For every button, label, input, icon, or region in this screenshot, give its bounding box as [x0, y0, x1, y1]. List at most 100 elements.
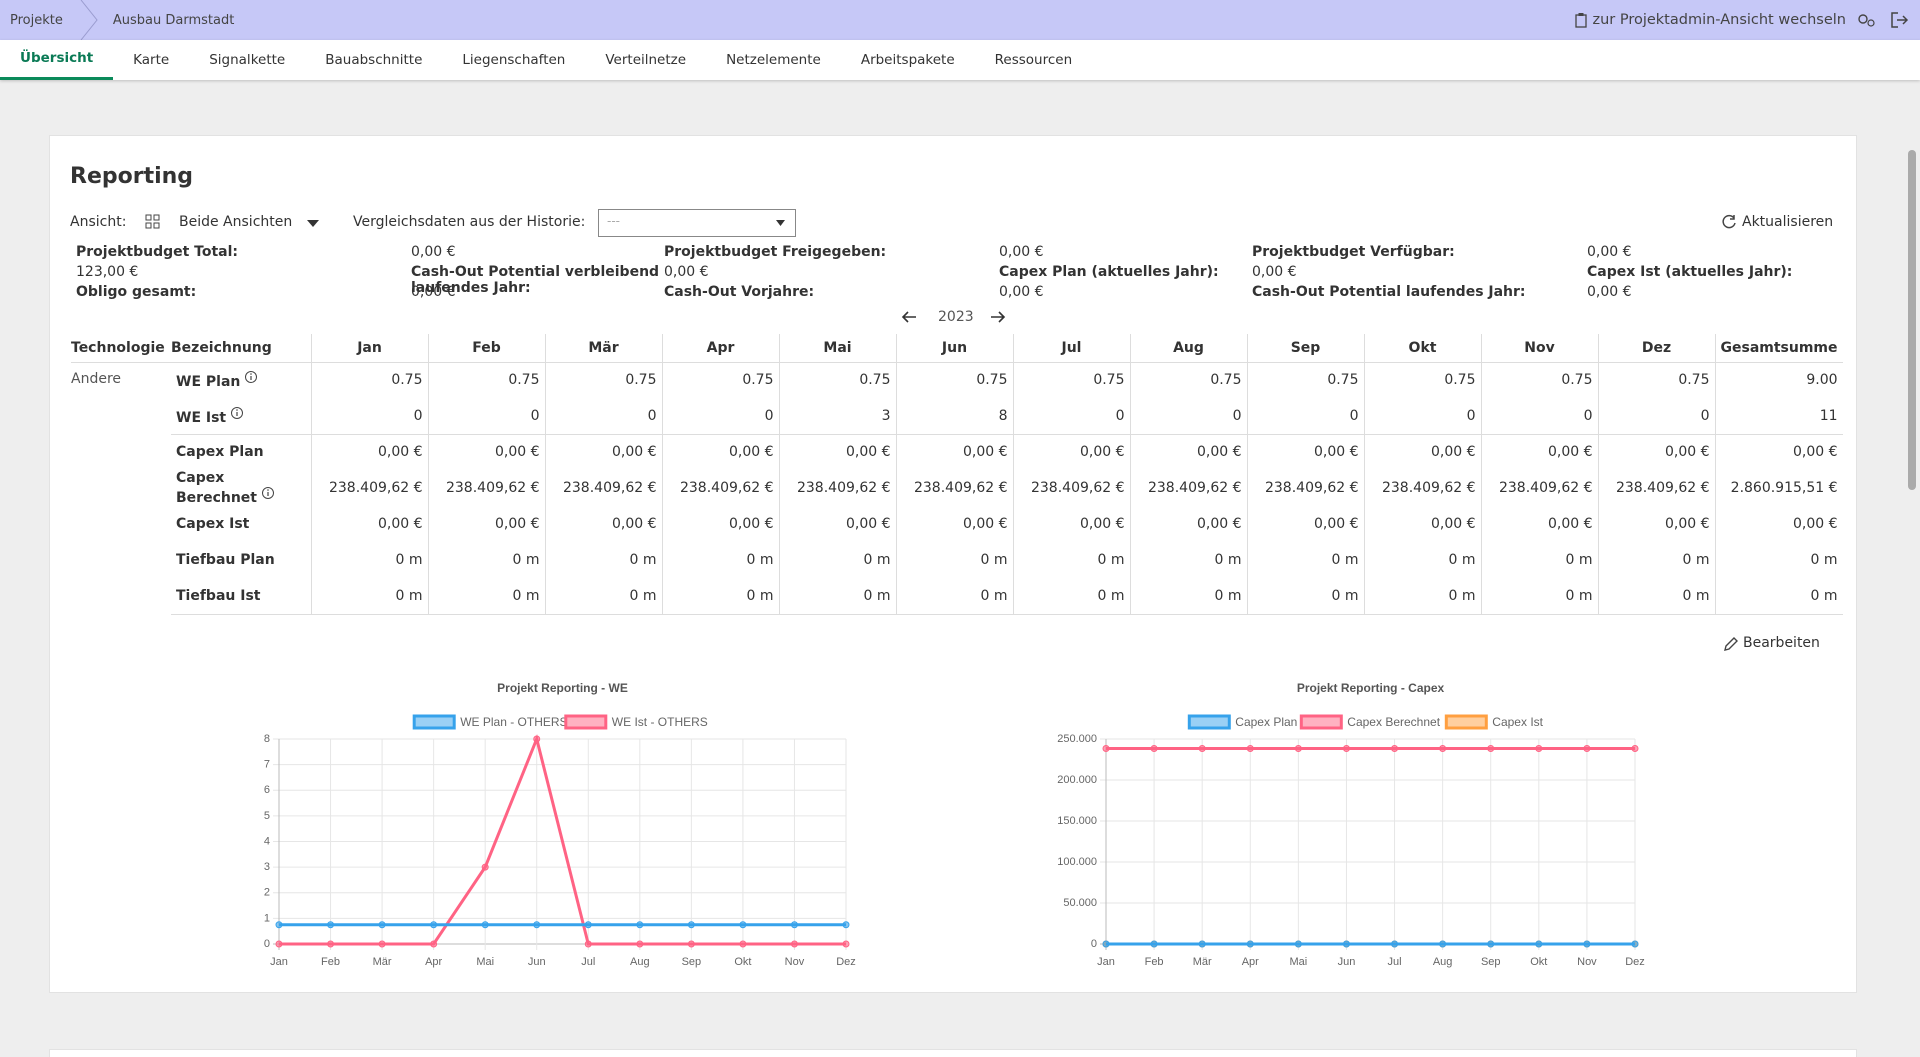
table-cell: 238.409,62 € [310, 470, 428, 506]
total-cell: 0,00 € [1714, 433, 1843, 470]
top-bar: Projekte Ausbau Darmstadt zur Projektadm… [0, 0, 1920, 40]
table-cell: 0 m [895, 542, 1013, 578]
info-dot [236, 408, 238, 411]
table-cell: 0,00 € [1129, 506, 1247, 542]
table-cell: 0,00 € [544, 506, 662, 542]
table-cell: 0,00 € [661, 433, 779, 470]
tab[interactable]: Verteilnetze [605, 52, 687, 68]
column-header: Mai [778, 334, 896, 363]
row-label-text: Capex Berechnet [176, 470, 257, 506]
column-header: Sep [1246, 334, 1364, 363]
table-cell: 3 [778, 398, 896, 434]
table-cell: 0,00 € [1246, 433, 1364, 470]
row-label: Tiefbau Ist [171, 578, 311, 615]
refresh-button[interactable]: Aktualisieren [1742, 214, 1834, 230]
row-label: Capex Berechnet [171, 470, 311, 506]
table-cell: 0.75 [310, 362, 428, 398]
logout-icon[interactable] [1890, 11, 1910, 29]
column-header: Jan [310, 334, 428, 363]
table-cell: 0 m [661, 542, 779, 578]
dropdown-caret[interactable] [307, 218, 319, 228]
table-cell: 0,00 € [895, 433, 1013, 470]
summary-label: Capex Ist (aktuelles Jahr): [1587, 264, 1793, 280]
refresh-icon[interactable] [1721, 214, 1737, 230]
summary-value: 0,00 € [999, 244, 1044, 260]
table-cell: 238.409,62 € [1480, 470, 1598, 506]
table-cell: 0,00 € [661, 506, 779, 542]
table-cell: 0 m [427, 578, 545, 615]
section-title: Reporting [70, 164, 194, 189]
table-cell: 0,00 € [778, 433, 896, 470]
breadcrumb-item[interactable]: Ausbau Darmstadt [112, 12, 235, 28]
table-cell: 238.409,62 € [1129, 470, 1247, 506]
row-label-text: Tiefbau Plan [176, 552, 275, 568]
summary-value: 0,00 € [1252, 264, 1297, 280]
table-cell: 0,00 € [310, 433, 428, 470]
history-select[interactable]: --- [598, 209, 796, 237]
edit-icon[interactable] [1723, 636, 1739, 652]
summary-label: Obligo gesamt: [76, 284, 197, 300]
table-cell: 0 m [544, 542, 662, 578]
table-cell: 0 [1129, 398, 1247, 434]
tab[interactable]: Liegenschaften [462, 52, 566, 68]
tab[interactable]: Arbeitspakete [860, 52, 955, 68]
tab[interactable]: Netzelemente [726, 52, 821, 68]
total-cell: 11 [1714, 398, 1843, 434]
table-row: Capex Plan 0,00 €0,00 €0,00 €0,00 €0,00 €… [71, 433, 1843, 470]
table-cell: 0.75 [1480, 362, 1598, 398]
table-cell: 0 m [1246, 542, 1364, 578]
info-dot [267, 489, 269, 491]
table-cell: 0 [1246, 398, 1364, 434]
reporting-table: Technologie Bezeichnung Jan Feb Mär Apr Mai Jun… [71, 334, 1843, 615]
tab[interactable]: Übersicht [0, 40, 114, 80]
table-row: Capex Berechnet 238.409,62 €238.409,62 €2… [71, 470, 1843, 506]
next-year[interactable] [990, 310, 1006, 324]
row-label-text: Tiefbau Ist [176, 587, 261, 604]
column-header: Aug [1129, 334, 1247, 363]
table-cell: 0.75 [661, 362, 779, 398]
table-cell: 0,00 € [1597, 506, 1715, 542]
tab[interactable]: Signalkette [209, 52, 286, 68]
table-cell: 0 m [427, 542, 545, 578]
table-cell: 0 m [1246, 578, 1364, 615]
settings-icon[interactable] [1856, 11, 1878, 29]
prev-year[interactable] [901, 310, 917, 324]
row-label: Capex Ist [171, 506, 311, 542]
table-cell: 0.75 [1012, 362, 1130, 398]
table-cell: 0.75 [778, 362, 896, 398]
tab[interactable]: Ressourcen [994, 52, 1073, 68]
column-header: Gesamtsumme [1714, 334, 1843, 363]
table-cell: 0,00 € [1012, 506, 1130, 542]
table-cell: 0 m [1597, 578, 1715, 615]
table-cell: 0,00 € [1129, 433, 1247, 470]
header-row: Technologie Bezeichnung Jan Feb Mär Apr Mai Jun… [71, 334, 1843, 363]
edit-button[interactable]: Bearbeiten [1743, 635, 1820, 651]
breadcrumb-item[interactable]: Projekte [10, 12, 63, 28]
table-cell: 238.409,62 € [1246, 470, 1364, 506]
total-cell: 9.00 [1714, 362, 1843, 398]
view-label: Ansicht: [70, 214, 127, 230]
table-cell: 0 [427, 398, 545, 434]
table-cell: 0 m [1012, 578, 1130, 615]
table-cell: 238.409,62 € [1363, 470, 1481, 506]
info-icon [262, 487, 274, 499]
table-cell: 0 [1363, 398, 1481, 434]
table-cell: 238.409,62 € [778, 470, 896, 506]
column-header: Apr [661, 334, 779, 363]
clipboard-icon [1575, 13, 1588, 28]
row-label-text: Capex Plan [176, 444, 264, 461]
scrollbar[interactable] [1908, 150, 1916, 490]
column-header: Mär [544, 334, 662, 363]
view-select[interactable]: Beide Ansichten [179, 214, 293, 230]
tab[interactable]: Karte [133, 52, 170, 68]
tab[interactable]: Bauabschnitte [325, 52, 423, 68]
table-row: Capex Ist 0,00 €0,00 €0,00 €0,00 €0,00 €0… [71, 506, 1843, 542]
admin-view-link[interactable]: zur Projektadmin-Ansicht wechseln [1592, 12, 1846, 28]
table-cell: 0,00 € [1363, 433, 1481, 470]
row-label-text: WE Plan [176, 374, 241, 391]
table-cell: 0 m [1363, 542, 1481, 578]
